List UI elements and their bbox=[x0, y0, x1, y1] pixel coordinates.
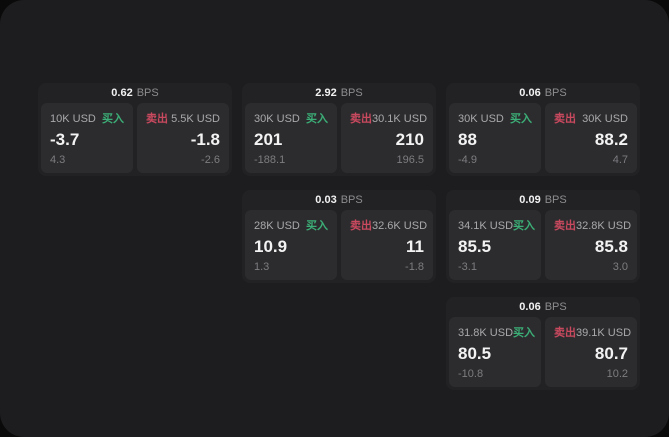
buy-subvalue: -188.1 bbox=[254, 154, 286, 166]
buy-subvalue: -3.1 bbox=[458, 261, 477, 273]
sell-label: 卖出 bbox=[350, 113, 372, 125]
sell-label: 卖出 bbox=[554, 327, 576, 339]
quote-card-body: 28K USD 买入 10.9 1.3 卖出 32.6K USD 11 -1.8 bbox=[242, 210, 436, 283]
quote-card: 0.06 BPS 30K USD 买入 88 -4.9 卖出 30K USD bbox=[446, 83, 640, 176]
sell-label: 卖出 bbox=[350, 220, 372, 232]
buy-size: 10K USD bbox=[50, 113, 96, 125]
buy-price: -3.7 bbox=[50, 130, 80, 149]
buy-price: 80.5 bbox=[458, 344, 492, 363]
sell-size: 5.5K USD bbox=[171, 113, 220, 125]
bps-value: 0.06 bbox=[519, 301, 541, 313]
sell-label: 卖出 bbox=[554, 220, 576, 232]
sell-price: 85.8 bbox=[594, 237, 628, 256]
sell-label: 卖出 bbox=[146, 113, 168, 125]
sell-price: 88.2 bbox=[594, 130, 628, 149]
bps-value: 2.92 bbox=[315, 87, 337, 99]
buy-panel[interactable]: 31.8K USD 买入 80.5 -10.8 bbox=[449, 317, 541, 387]
bps-unit-label: BPS bbox=[340, 194, 363, 206]
bps-unit-label: BPS bbox=[340, 87, 363, 99]
bps-unit-label: BPS bbox=[544, 301, 567, 313]
quote-card: 0.62 BPS 10K USD 买入 -3.7 4.3 卖出 5.5K USD bbox=[38, 83, 232, 176]
quote-card-body: 30K USD 买入 201 -188.1 卖出 30.1K USD 210 1… bbox=[242, 103, 436, 176]
sell-size: 32.8K USD bbox=[576, 220, 632, 232]
buy-size: 30K USD bbox=[458, 113, 504, 125]
quote-card: 2.92 BPS 30K USD 买入 201 -188.1 卖出 30.1K U… bbox=[242, 83, 436, 176]
buy-label: 买入 bbox=[513, 220, 536, 232]
bps-header: 0.03 BPS bbox=[242, 190, 436, 210]
buy-label: 买入 bbox=[510, 113, 532, 125]
buy-price: 10.9 bbox=[254, 237, 288, 256]
sell-subvalue: 4.7 bbox=[612, 154, 628, 166]
quote-card-body: 30K USD 买入 88 -4.9 卖出 30K USD 88.2 4.7 bbox=[446, 103, 640, 176]
quote-card-grid: 0.62 BPS 10K USD 买入 -3.7 4.3 卖出 5.5K USD bbox=[38, 83, 640, 390]
bps-unit-label: BPS bbox=[136, 87, 159, 99]
bps-value: 0.09 bbox=[519, 194, 541, 206]
bps-unit-label: BPS bbox=[544, 194, 567, 206]
buy-panel[interactable]: 34.1K USD 买入 85.5 -3.1 bbox=[449, 210, 541, 280]
sell-panel[interactable]: 卖出 30.1K USD 210 196.5 bbox=[341, 103, 433, 173]
buy-subvalue: -4.9 bbox=[458, 154, 477, 166]
sell-subvalue: 196.5 bbox=[396, 154, 424, 166]
bps-value: 0.03 bbox=[315, 194, 337, 206]
quote-card: 0.06 BPS 31.8K USD 买入 80.5 -10.8 卖出 39.1K… bbox=[446, 297, 640, 390]
sell-label: 卖出 bbox=[554, 113, 576, 125]
buy-label: 买入 bbox=[306, 220, 328, 232]
sell-size: 39.1K USD bbox=[576, 327, 632, 339]
buy-size: 30K USD bbox=[254, 113, 300, 125]
quote-card-body: 10K USD 买入 -3.7 4.3 卖出 5.5K USD -1.8 -2.… bbox=[38, 103, 232, 176]
sell-price: 210 bbox=[395, 130, 424, 149]
quote-card: 0.03 BPS 28K USD 买入 10.9 1.3 卖出 32.6K USD bbox=[242, 190, 436, 283]
sell-price: 11 bbox=[406, 237, 424, 256]
buy-panel[interactable]: 30K USD 买入 88 -4.9 bbox=[449, 103, 541, 173]
bps-value: 0.06 bbox=[519, 87, 541, 99]
sell-subvalue: -2.6 bbox=[201, 154, 220, 166]
sell-size: 30.1K USD bbox=[372, 113, 428, 125]
bps-header: 0.09 BPS bbox=[446, 190, 640, 210]
buy-size: 31.8K USD bbox=[458, 327, 514, 339]
buy-size: 28K USD bbox=[254, 220, 300, 232]
buy-label: 买入 bbox=[102, 113, 124, 125]
buy-panel[interactable]: 10K USD 买入 -3.7 4.3 bbox=[41, 103, 133, 173]
bps-unit-label: BPS bbox=[544, 87, 567, 99]
sell-panel[interactable]: 卖出 32.6K USD 11 -1.8 bbox=[341, 210, 433, 280]
sell-subvalue: 10.2 bbox=[606, 368, 628, 380]
bps-header: 0.06 BPS bbox=[446, 83, 640, 103]
buy-panel[interactable]: 28K USD 买入 10.9 1.3 bbox=[245, 210, 337, 280]
sell-subvalue: -1.8 bbox=[405, 261, 424, 273]
sell-price: -1.8 bbox=[190, 130, 220, 149]
buy-subvalue: 4.3 bbox=[50, 154, 66, 166]
bps-header: 0.06 BPS bbox=[446, 297, 640, 317]
sell-size: 32.6K USD bbox=[372, 220, 428, 232]
bps-header: 0.62 BPS bbox=[38, 83, 232, 103]
bps-header: 2.92 BPS bbox=[242, 83, 436, 103]
buy-price: 85.5 bbox=[458, 237, 492, 256]
buy-panel[interactable]: 30K USD 买入 201 -188.1 bbox=[245, 103, 337, 173]
quote-card-body: 31.8K USD 买入 80.5 -10.8 卖出 39.1K USD 80.… bbox=[446, 317, 640, 390]
sell-subvalue: 3.0 bbox=[612, 261, 628, 273]
buy-size: 34.1K USD bbox=[458, 220, 514, 232]
sell-panel[interactable]: 卖出 32.8K USD 85.8 3.0 bbox=[545, 210, 637, 280]
buy-price: 88 bbox=[458, 130, 477, 149]
sell-panel[interactable]: 卖出 30K USD 88.2 4.7 bbox=[545, 103, 637, 173]
sell-size: 30K USD bbox=[582, 113, 628, 125]
buy-price: 201 bbox=[254, 130, 283, 149]
buy-label: 买入 bbox=[513, 327, 536, 339]
buy-subvalue: -10.8 bbox=[458, 368, 484, 380]
buy-subvalue: 1.3 bbox=[254, 261, 270, 273]
sell-panel[interactable]: 卖出 39.1K USD 80.7 10.2 bbox=[545, 317, 637, 387]
quote-card-body: 34.1K USD 买入 85.5 -3.1 卖出 32.8K USD 85.8… bbox=[446, 210, 640, 283]
bps-value: 0.62 bbox=[111, 87, 133, 99]
sell-price: 80.7 bbox=[594, 344, 628, 363]
buy-label: 买入 bbox=[306, 113, 328, 125]
sell-panel[interactable]: 卖出 5.5K USD -1.8 -2.6 bbox=[137, 103, 229, 173]
quote-card: 0.09 BPS 34.1K USD 买入 85.5 -3.1 卖出 32.8K … bbox=[446, 190, 640, 283]
